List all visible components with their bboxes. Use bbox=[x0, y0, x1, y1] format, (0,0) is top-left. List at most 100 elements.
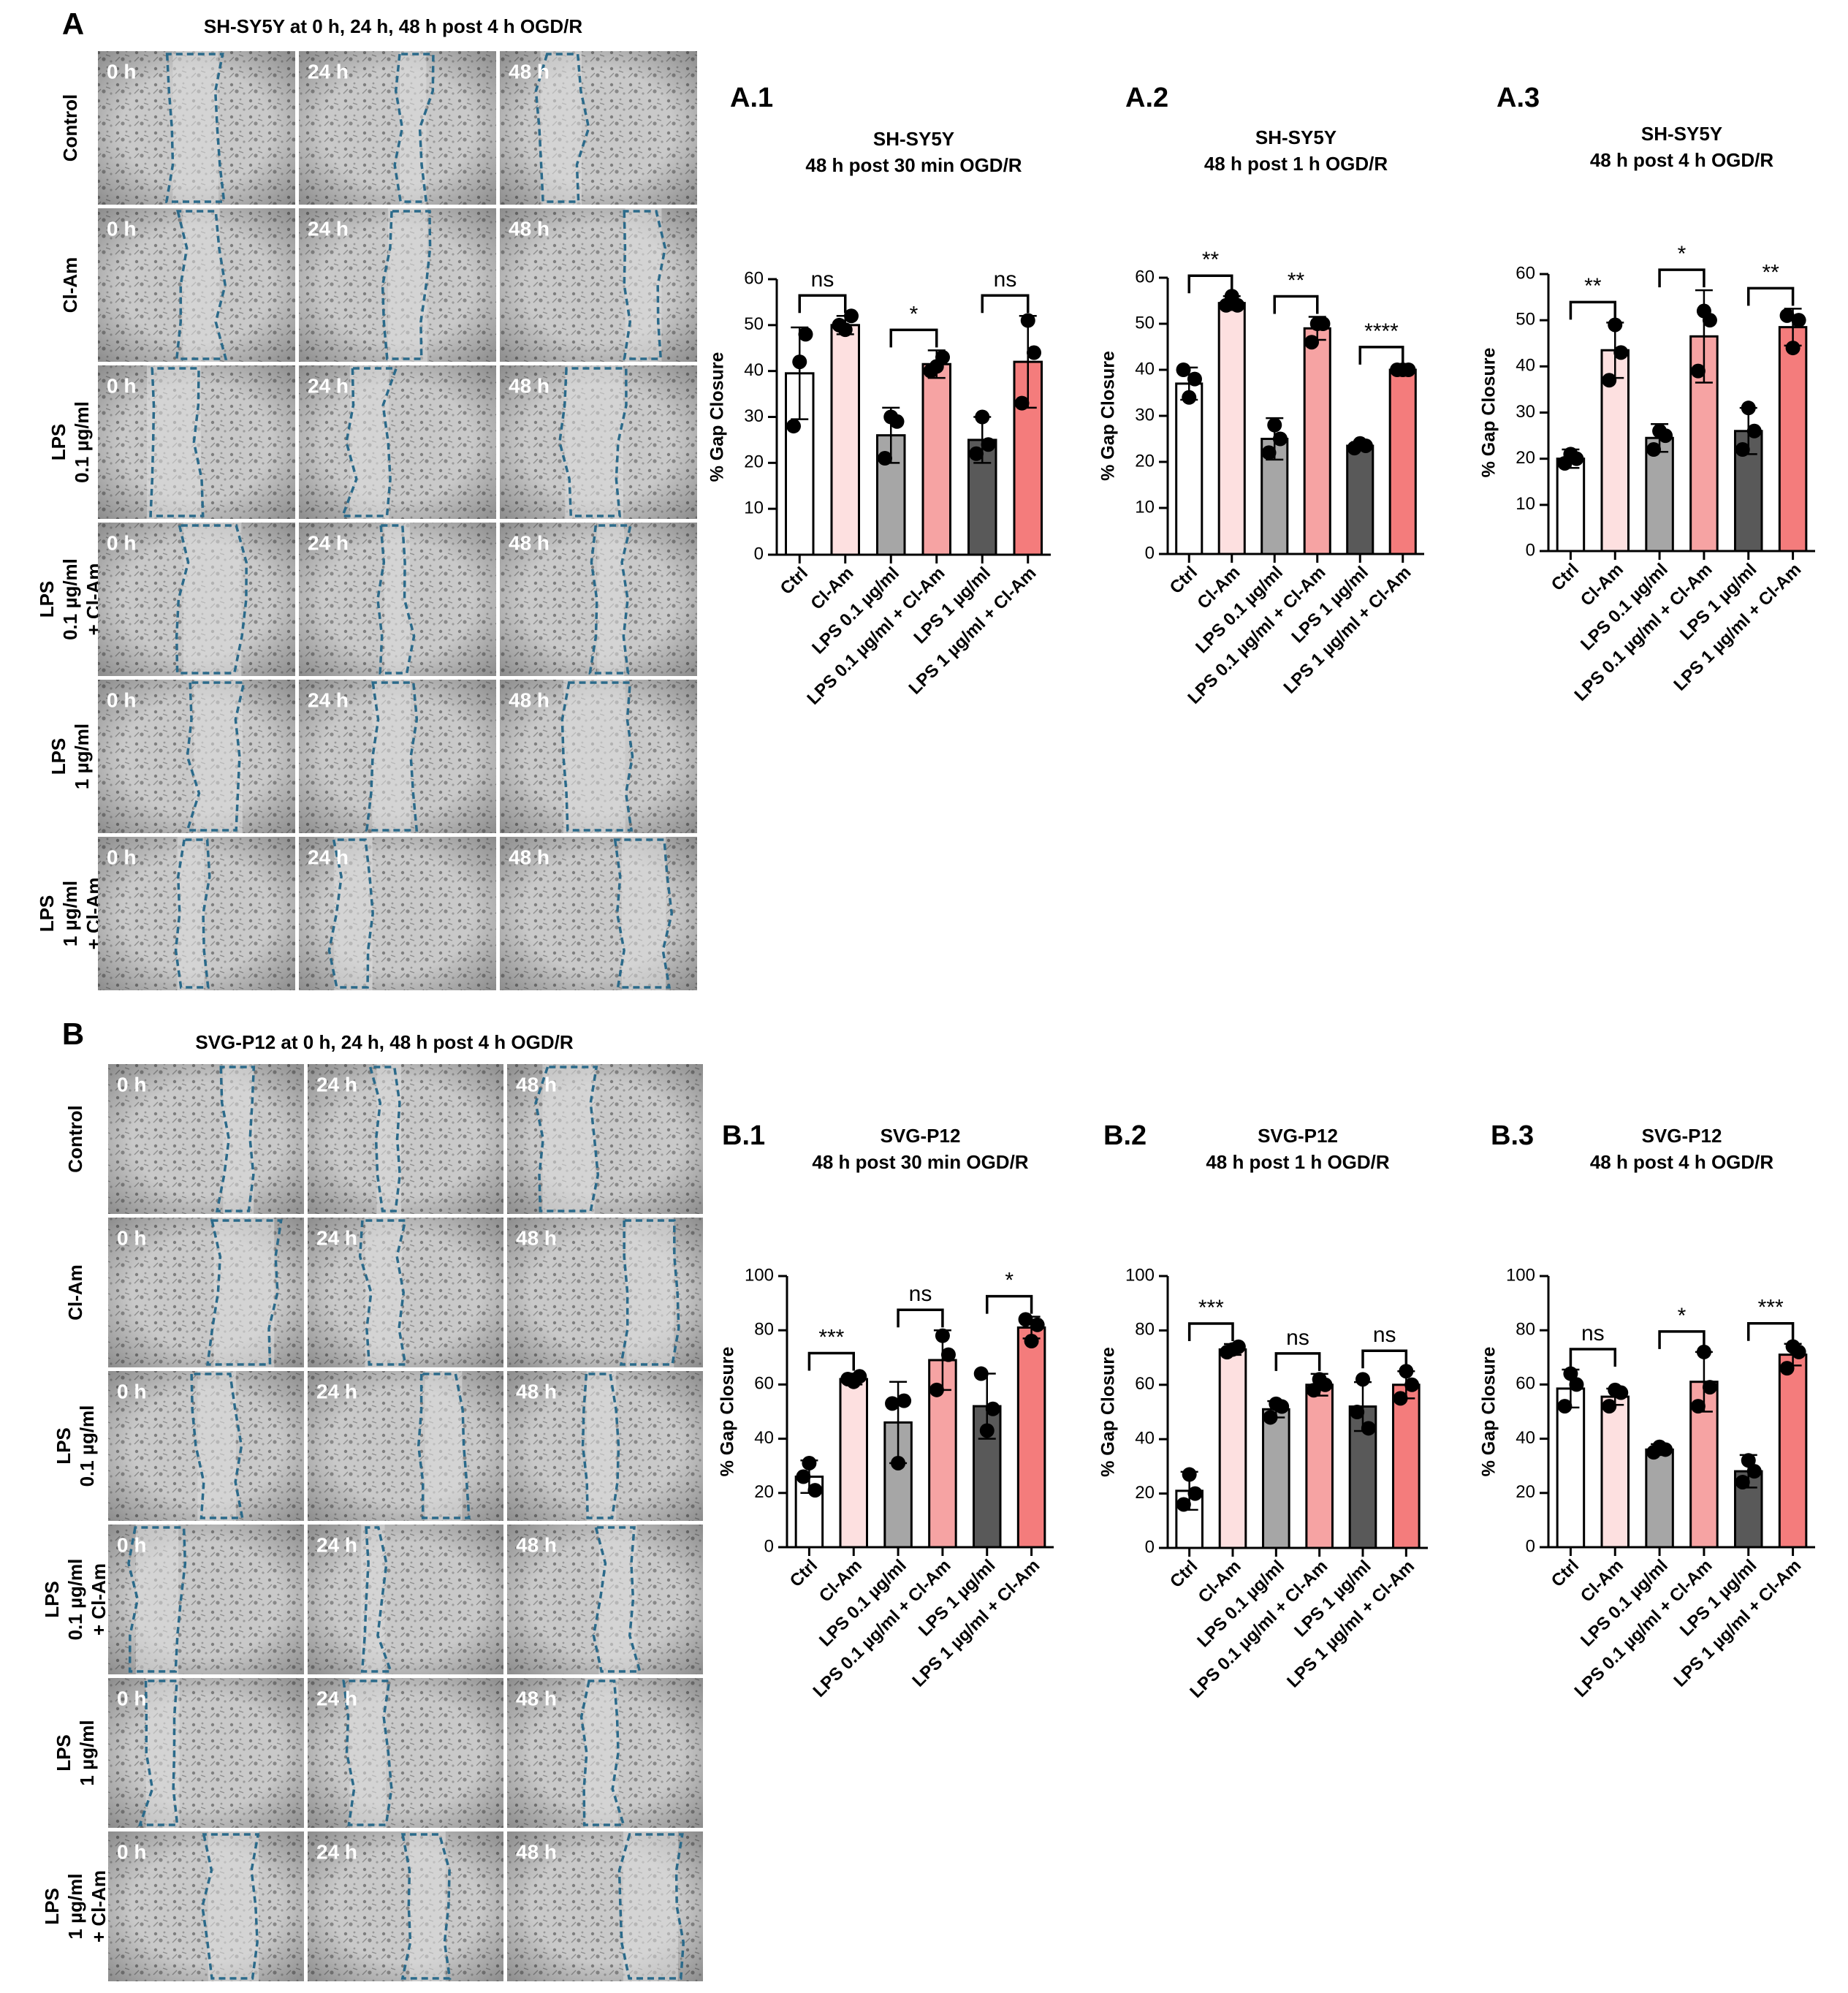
bar bbox=[1218, 1348, 1247, 1549]
data-point bbox=[929, 1382, 944, 1397]
data-point bbox=[1187, 371, 1202, 387]
data-point bbox=[786, 419, 801, 434]
row-label: Control bbox=[59, 94, 81, 162]
chart-title: 48 h post 4 h OGD/R bbox=[1590, 149, 1774, 171]
y-tick-label: 10 bbox=[1135, 497, 1155, 517]
scratch-outline bbox=[137, 1679, 179, 1826]
y-tick-label: 0 bbox=[1526, 540, 1535, 560]
scratch-area bbox=[586, 1371, 617, 1521]
bar bbox=[1303, 327, 1331, 555]
micrograph-shade bbox=[108, 1678, 304, 1828]
bar bbox=[1645, 1448, 1674, 1549]
scratch-area bbox=[409, 1831, 446, 1981]
time-label: 0 h bbox=[107, 374, 136, 397]
time-label: 48 h bbox=[516, 1073, 557, 1096]
panel-title: SVG-P12 at 0 h, 24 h, 48 h post 4 h OGD/… bbox=[195, 1031, 573, 1053]
data-point bbox=[1361, 1421, 1376, 1436]
scratch-outline bbox=[327, 838, 374, 989]
time-label: 24 h bbox=[316, 1840, 357, 1863]
row-label: 1 µg/ml bbox=[76, 1720, 98, 1785]
y-tick-label: 40 bbox=[1135, 1429, 1155, 1449]
bar bbox=[1305, 1383, 1334, 1549]
time-label: 0 h bbox=[107, 688, 136, 711]
data-point bbox=[973, 1366, 989, 1381]
data-point bbox=[1182, 1467, 1197, 1482]
row-label: LPS bbox=[47, 738, 69, 775]
y-tick-label: 0 bbox=[764, 1536, 774, 1556]
scratch-area bbox=[183, 523, 242, 676]
time-label: 48 h bbox=[509, 846, 550, 868]
data-point bbox=[1401, 362, 1416, 377]
row-label: Cl-Am bbox=[59, 257, 81, 314]
data-point bbox=[1355, 1372, 1370, 1387]
scratch-outline bbox=[201, 1833, 260, 1980]
scratch-area bbox=[213, 1218, 275, 1367]
scratch-outline bbox=[400, 1833, 452, 1980]
significance-label: ** bbox=[1584, 274, 1602, 298]
y-axis-label: % Gap Closure bbox=[1479, 347, 1499, 477]
data-point bbox=[1690, 363, 1706, 379]
data-point bbox=[807, 1483, 823, 1498]
data-point bbox=[1791, 313, 1806, 328]
data-point bbox=[1779, 308, 1795, 323]
significance-label: ** bbox=[1202, 248, 1220, 272]
scratch-outline bbox=[534, 53, 590, 203]
significance-bracket bbox=[1273, 295, 1319, 314]
y-tick-label: 60 bbox=[754, 1374, 774, 1394]
row-label: LPS bbox=[36, 895, 58, 933]
y-tick-label: 100 bbox=[1506, 1265, 1535, 1285]
scratch-area bbox=[425, 1371, 463, 1521]
significance-bracket bbox=[981, 294, 1030, 314]
data-point bbox=[1741, 401, 1756, 416]
y-tick-label: 10 bbox=[744, 498, 764, 518]
data-point bbox=[796, 1469, 811, 1484]
x-tick-label: Ctrl bbox=[777, 563, 812, 599]
significance-bracket bbox=[1358, 346, 1404, 365]
scratch-area bbox=[172, 51, 219, 205]
significance-label: * bbox=[1005, 1269, 1014, 1293]
data-point bbox=[792, 354, 807, 370]
significance-bracket bbox=[807, 1351, 855, 1371]
y-tick-label: 20 bbox=[1516, 448, 1535, 468]
y-axis-label: % Gap Closure bbox=[707, 352, 728, 482]
time-label: 24 h bbox=[308, 217, 349, 240]
y-tick-label: 40 bbox=[744, 360, 764, 380]
time-label: 48 h bbox=[516, 1380, 557, 1402]
y-tick-label: 20 bbox=[744, 452, 764, 472]
row-label: 0.1 µg/ml bbox=[76, 1405, 98, 1487]
panel-letter: B bbox=[62, 1017, 84, 1051]
scratch-outline bbox=[206, 1219, 283, 1366]
significance-label: ns bbox=[909, 1282, 932, 1306]
row-label: LPS bbox=[53, 1734, 75, 1772]
data-point bbox=[852, 1369, 867, 1384]
row-label: 0.1 µg/ml bbox=[59, 558, 81, 640]
data-point bbox=[1404, 1377, 1420, 1392]
time-label: 24 h bbox=[308, 688, 349, 711]
time-label: 24 h bbox=[316, 1073, 357, 1096]
panel-label: B.3 bbox=[1491, 1120, 1534, 1151]
scratch-area bbox=[183, 208, 220, 362]
panel-label: B.1 bbox=[722, 1120, 765, 1151]
scratch-outline bbox=[365, 681, 419, 832]
significance-label: *** bbox=[818, 1325, 844, 1349]
time-label: 48 h bbox=[509, 531, 550, 554]
chart-title: SVG-P12 bbox=[881, 1125, 961, 1147]
significance-bracket bbox=[1658, 268, 1706, 288]
scratch-outline bbox=[623, 210, 667, 360]
scratch-area bbox=[349, 365, 389, 519]
data-point bbox=[1350, 1405, 1365, 1419]
chart-title: 48 h post 1 h OGD/R bbox=[1206, 1151, 1390, 1173]
significance-bracket bbox=[897, 1308, 944, 1328]
data-point bbox=[885, 1396, 900, 1411]
micrograph-shade bbox=[308, 1525, 503, 1674]
data-point bbox=[798, 327, 813, 342]
scratch-outline bbox=[560, 681, 634, 832]
data-point bbox=[1746, 1464, 1762, 1479]
data-point bbox=[1393, 1391, 1408, 1406]
scratch-outline bbox=[588, 524, 633, 675]
y-tick-label: 60 bbox=[1135, 267, 1155, 286]
significance-label: ns bbox=[1581, 1321, 1605, 1345]
y-tick-label: 80 bbox=[1516, 1320, 1535, 1340]
data-point bbox=[1690, 1399, 1706, 1414]
scratch-outline bbox=[613, 838, 674, 989]
